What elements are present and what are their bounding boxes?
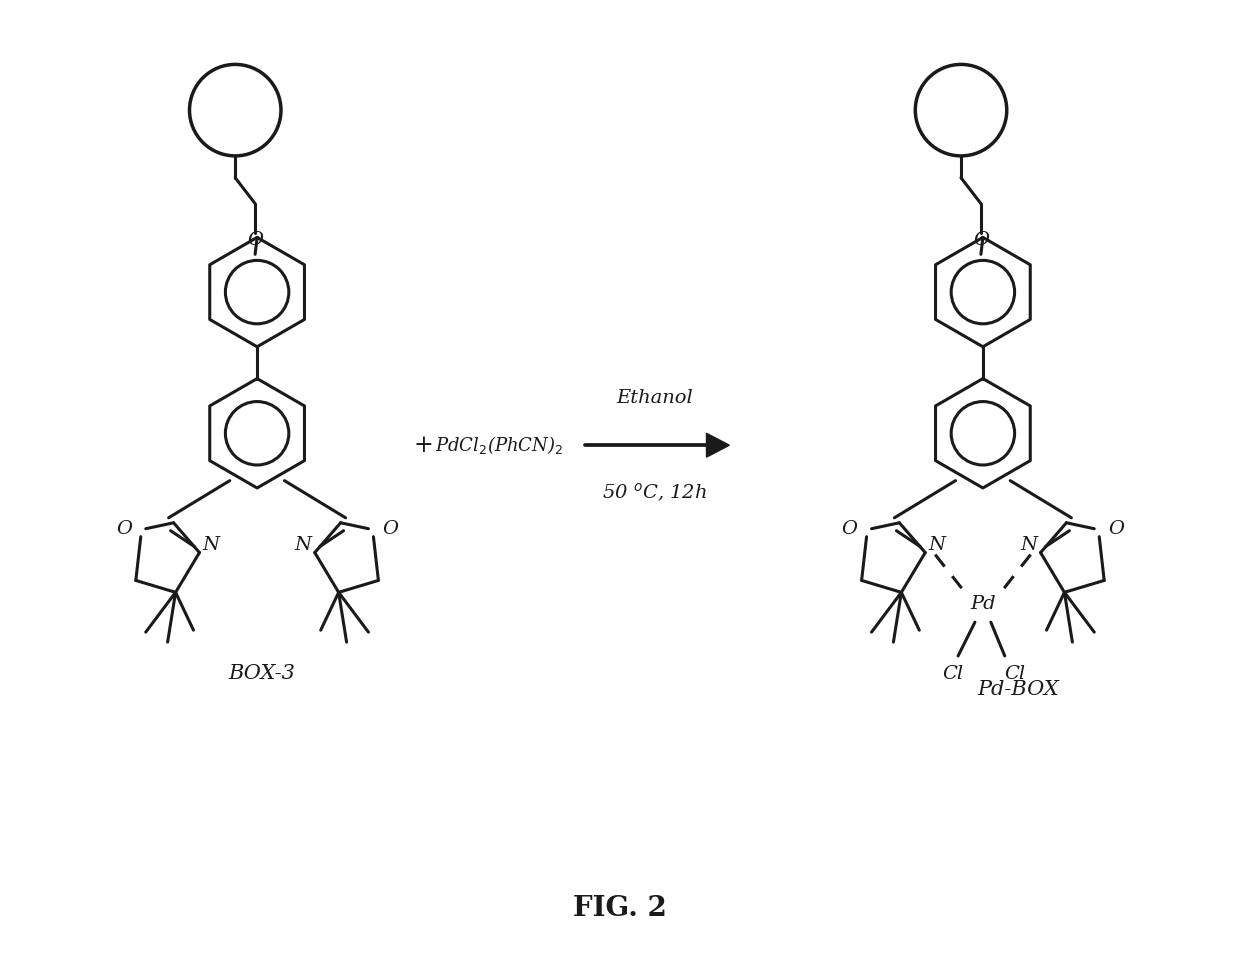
Text: N: N: [929, 535, 946, 554]
Text: Ethanol: Ethanol: [616, 389, 693, 407]
Text: O: O: [115, 520, 131, 537]
Text: O: O: [382, 520, 398, 537]
Text: O: O: [1109, 520, 1125, 537]
Text: Pd: Pd: [970, 595, 996, 613]
Text: FIG. 2: FIG. 2: [573, 895, 667, 922]
Text: O: O: [842, 520, 858, 537]
Text: BOX-3: BOX-3: [228, 664, 295, 684]
Text: Cl: Cl: [1004, 664, 1025, 683]
Text: N: N: [1021, 535, 1037, 554]
Text: O: O: [247, 231, 263, 249]
Polygon shape: [707, 433, 729, 457]
Text: +: +: [413, 433, 433, 456]
Text: Pd-BOX: Pd-BOX: [977, 680, 1059, 699]
Text: 50 $^o$C, 12h: 50 $^o$C, 12h: [603, 482, 707, 504]
Text: O: O: [973, 231, 990, 249]
Text: N: N: [294, 535, 311, 554]
Text: Cl: Cl: [942, 664, 963, 683]
Text: N: N: [203, 535, 219, 554]
Text: PdCl$_2$(PhCN)$_2$: PdCl$_2$(PhCN)$_2$: [434, 434, 563, 456]
